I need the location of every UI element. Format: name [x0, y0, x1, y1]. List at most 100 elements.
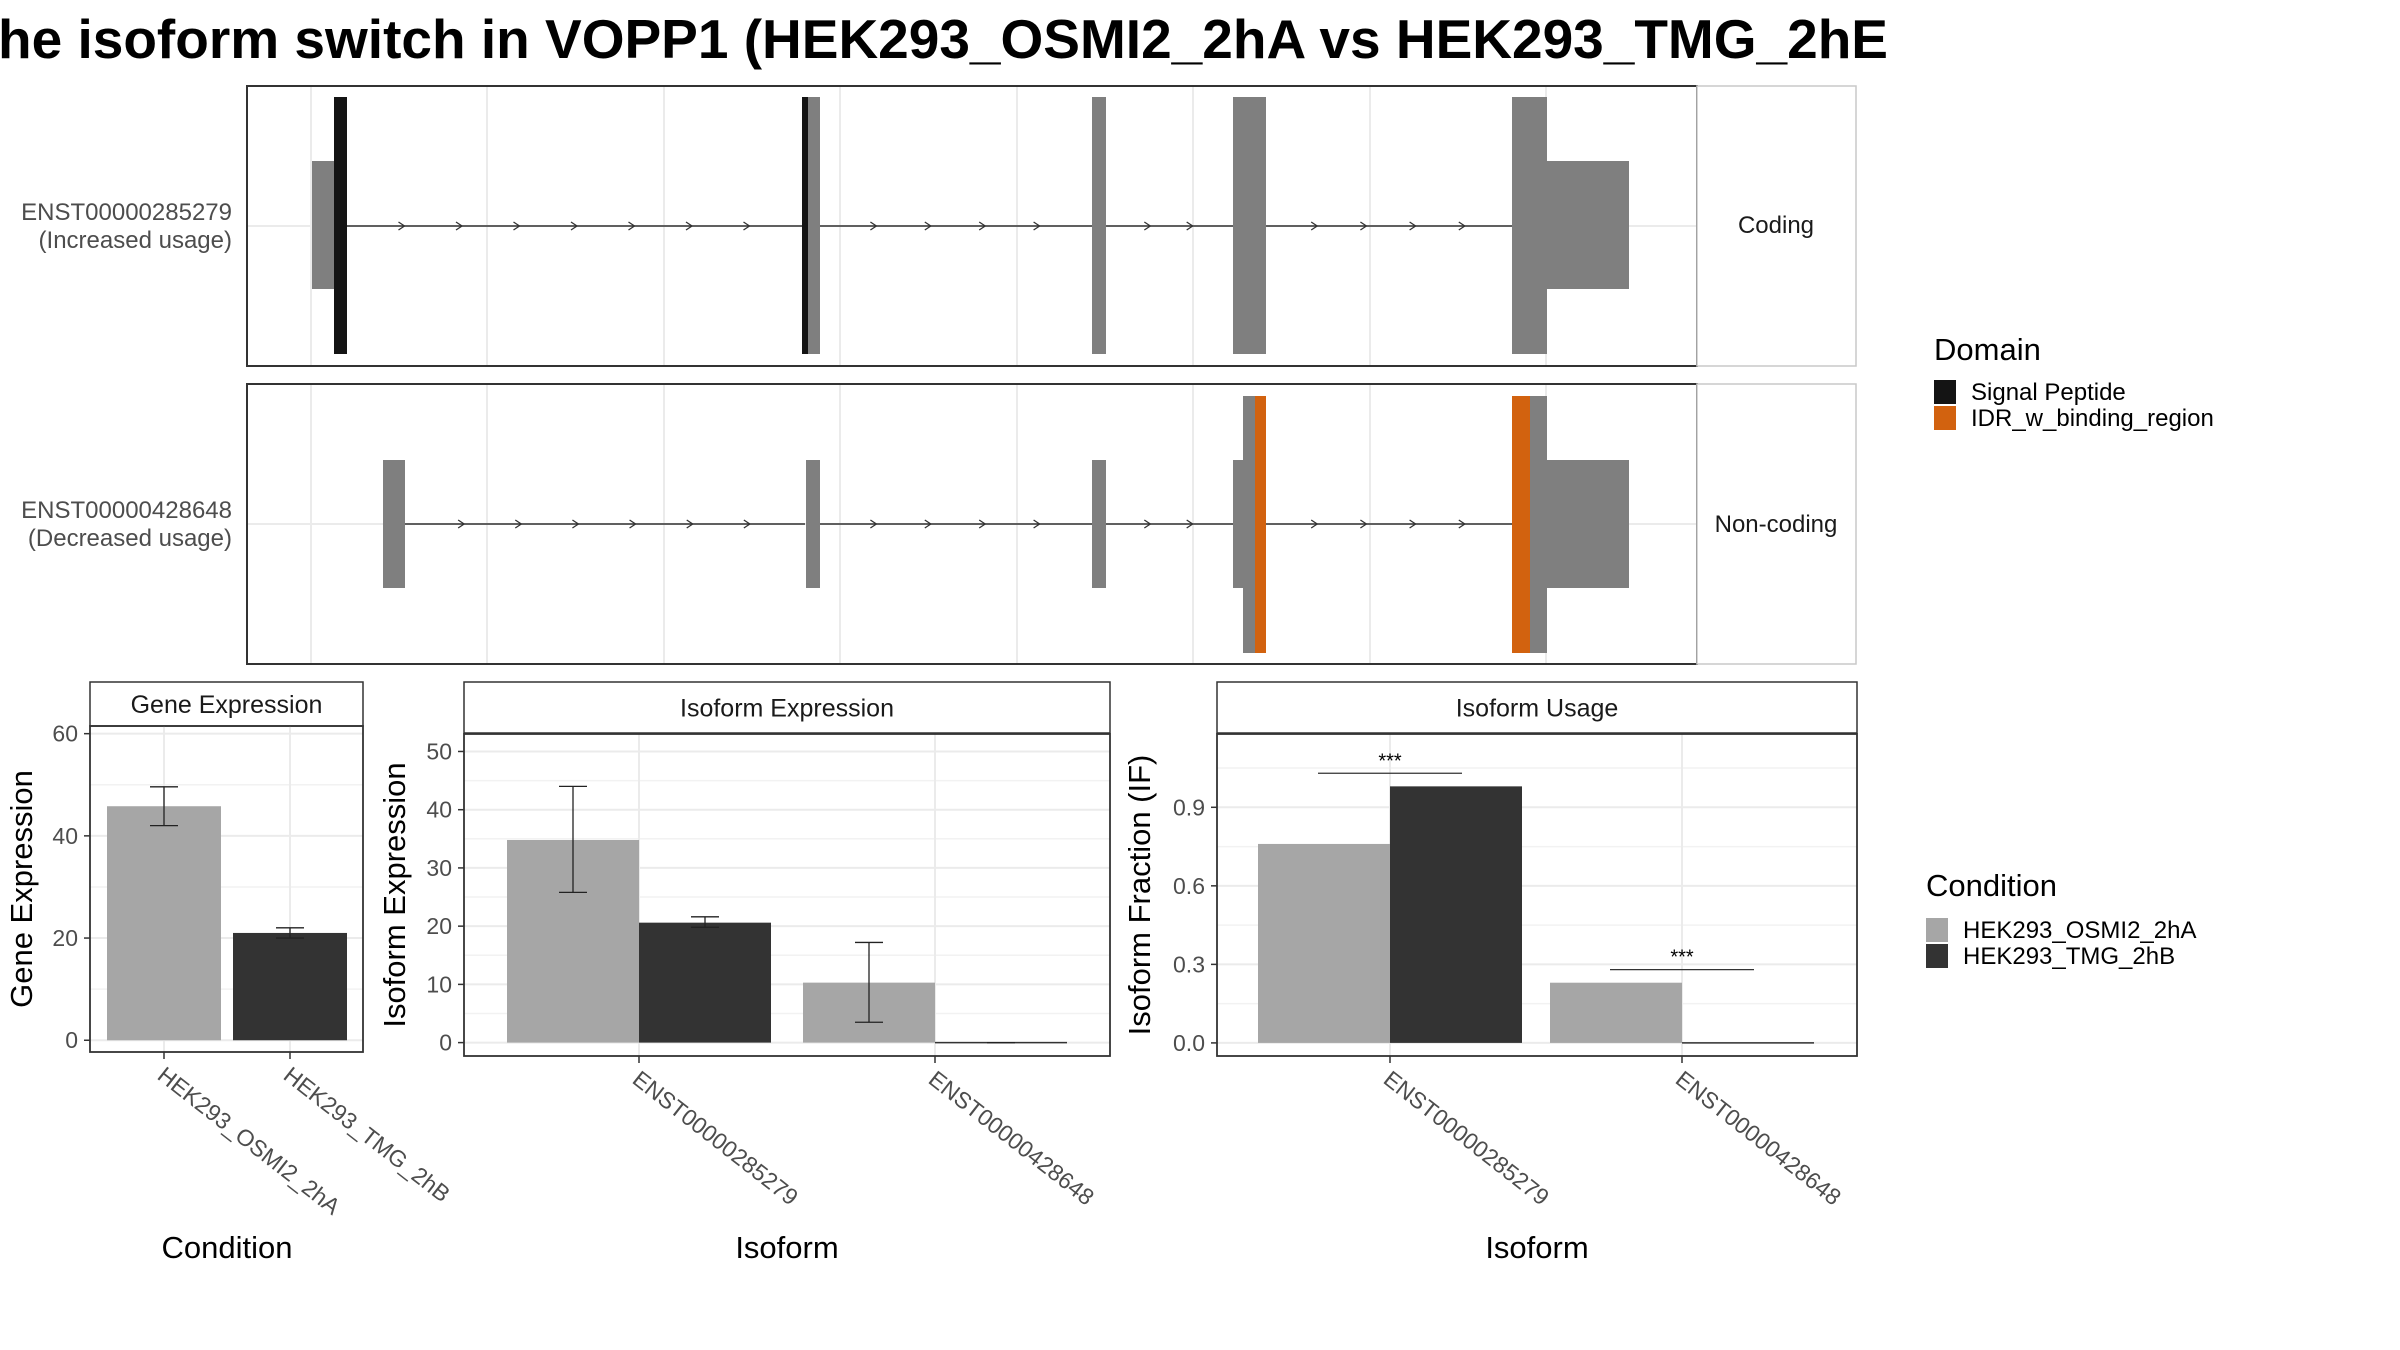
intron-arrow: [1033, 519, 1041, 529]
intron-arrow: [629, 519, 637, 529]
intron-arrow: [513, 221, 521, 231]
panel-title: Isoform Expression: [680, 695, 894, 723]
legend-swatch-condition-a: [1926, 918, 1948, 942]
strip-noncoding: [1696, 383, 1857, 665]
y-tick-label: 0.3: [1173, 951, 1205, 977]
panel-frame: [463, 733, 1111, 1057]
intron-arrow: [1458, 221, 1466, 231]
y-tick-label: 60: [52, 721, 78, 747]
intron-arrow: [870, 221, 878, 231]
legend-label-signal-peptide: Signal Peptide: [1971, 379, 2126, 406]
utr-exon: [1092, 460, 1106, 588]
intron-arrow: [685, 221, 694, 231]
y-tick-label: 40: [426, 797, 452, 823]
transcript-panel-coding: Coding ENST00000285279 (Increased usage): [21, 85, 1857, 367]
transcript-usage-label: (Increased usage): [39, 227, 232, 254]
strip-label-noncoding: Non-coding: [1715, 511, 1838, 538]
intron-arrow: [1186, 221, 1194, 231]
panel-frame: [89, 725, 364, 1053]
intron-arrow: [743, 519, 752, 529]
intron-arrow: [455, 221, 464, 231]
signal-peptide-domain: [802, 97, 808, 354]
condition-legend-title: Condition: [1926, 868, 2057, 903]
intron-arrow: [1409, 519, 1417, 529]
domain-legend: Domain Signal Peptide IDR_w_binding_regi…: [1934, 332, 2214, 432]
intron-arrow: [1409, 221, 1417, 231]
transcript-id-label: ENST00000285279: [21, 199, 232, 226]
x-axis-title: Isoform: [735, 1230, 838, 1265]
significance-label: ***: [1378, 750, 1402, 772]
legend-label-condition-b: HEK293_TMG_2hB: [1963, 943, 2175, 970]
panel-title: Gene Expression: [131, 691, 323, 719]
bar: [1550, 982, 1682, 1043]
utr-exon: [383, 460, 405, 588]
strip-label-coding: Coding: [1738, 212, 1814, 239]
chart-title: he isoform switch in VOPP1 (HEK293_OSMI2…: [0, 8, 1888, 70]
x-axis-title: Isoform: [1485, 1230, 1588, 1265]
intron-arrow: [1033, 221, 1041, 231]
panel-strip: [89, 681, 364, 727]
intron-arrow: [1143, 221, 1152, 231]
intron-arrow: [924, 221, 932, 231]
y-tick-label: 0: [65, 1027, 78, 1053]
y-tick-label: 30: [426, 855, 452, 881]
bar-panel: Isoform Expression 0 10 20 30 40 50 ENST0000028…: [377, 681, 1111, 1265]
y-tick-label: 20: [52, 925, 78, 951]
bar: [233, 932, 347, 1041]
legend-label-condition-a: HEK293_OSMI2_2hA: [1963, 917, 2196, 944]
intron-arrow: [1310, 221, 1319, 231]
x-tick-label: ENST00000285279: [1379, 1065, 1554, 1210]
utr-exon: [1547, 460, 1629, 588]
legend-swatch-signal-peptide: [1934, 380, 1956, 404]
intron-arrow: [978, 221, 987, 231]
intron-arrow: [572, 519, 580, 529]
y-tick-label: 50: [426, 738, 452, 764]
intron-arrow: [1143, 519, 1152, 529]
intron-arrow: [1310, 519, 1319, 529]
intron-arrow: [398, 221, 406, 231]
y-tick-label: 0.0: [1173, 1030, 1205, 1056]
legend-swatch-condition-b: [1926, 944, 1948, 968]
bar: [1258, 843, 1390, 1043]
intron-arrow: [743, 221, 751, 231]
y-axis-title: Isoform Fraction (IF): [1122, 755, 1157, 1036]
signal-peptide-domain: [334, 97, 347, 354]
intron-arrow: [870, 519, 878, 529]
y-tick-label: 20: [426, 913, 452, 939]
y-tick-label: 0.6: [1173, 873, 1205, 899]
intron-arrow: [1186, 519, 1194, 529]
y-tick-label: 0.9: [1173, 794, 1205, 820]
intron-arrow: [514, 519, 523, 529]
bar: [1390, 786, 1522, 1043]
utr-exon: [806, 460, 820, 588]
panel-title: Isoform Usage: [1456, 695, 1619, 723]
x-tick-label: ENST00000428648: [924, 1065, 1099, 1210]
intron-arrow: [686, 519, 694, 529]
exon: [1092, 97, 1106, 354]
utr-exon: [312, 161, 334, 289]
condition-legend: Condition HEK293_OSMI2_2hA HEK293_TMG_2h…: [1926, 868, 2196, 970]
intron-arrow: [1360, 221, 1368, 231]
exon: [1233, 97, 1266, 354]
strip-coding: [1696, 85, 1857, 367]
transcript-id-label: ENST00000428648: [21, 497, 232, 524]
y-axis-title: Gene Expression: [4, 770, 39, 1008]
panel-strip: [1216, 681, 1858, 734]
intron-arrow: [628, 221, 636, 231]
bar: [107, 806, 221, 1041]
intron-arrow: [457, 519, 466, 529]
significance-label: ***: [1670, 947, 1694, 969]
x-tick-label: ENST00000285279: [628, 1065, 803, 1210]
idr-domain: [1255, 396, 1266, 653]
utr-exon: [1547, 161, 1629, 289]
panel-strip: [463, 681, 1111, 734]
bar-panel: Isoform Usage 0.0 0.3 0.6 0.9 *** *** ENST00000…: [1122, 681, 1858, 1265]
legend-swatch-idr: [1934, 406, 1956, 430]
intron-arrow: [1360, 519, 1368, 529]
intron-arrow: [1458, 519, 1466, 529]
bar: [639, 922, 771, 1043]
y-tick-label: 10: [426, 971, 452, 997]
transcript-usage-label: (Decreased usage): [28, 525, 232, 552]
utr-exon: [1233, 460, 1243, 588]
x-axis-title: Condition: [162, 1230, 293, 1265]
